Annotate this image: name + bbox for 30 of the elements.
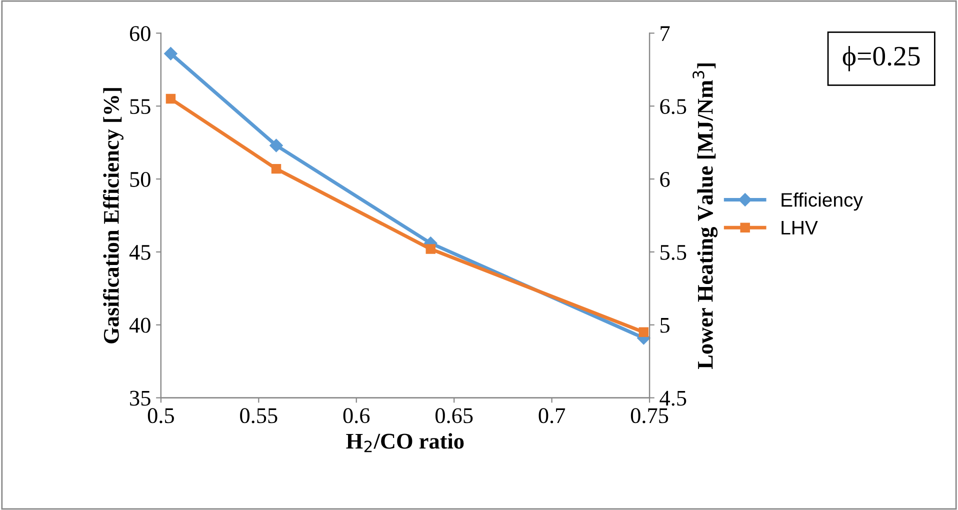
point (164, 46, 178, 60)
y-tick-label: 50 (130, 172, 150, 187)
x-tick-label: 0.6 (343, 408, 370, 424)
x-tick-label: 0.65 (435, 408, 473, 424)
y2-tick-label: 4.5 (660, 390, 686, 406)
x-tick-label: 0.55 (240, 408, 278, 424)
y-axis-title: Gasification Efficiency [%] (103, 88, 124, 344)
point (166, 94, 176, 104)
point (271, 164, 282, 174)
y2-tick-label: 6.5 (660, 99, 686, 114)
y-tick-label: 35 (130, 390, 150, 406)
y2-axis-title: Lower Heating Value [MJ/Nm$^{3}$] (692, 63, 718, 369)
text: ϕ=0.25 (842, 46, 920, 72)
legend-label: Efficiency (782, 192, 863, 211)
y-tick-label: 45 (129, 245, 150, 260)
x-tick-label: 0.5 (148, 408, 174, 424)
legend-label: LHV (782, 221, 818, 234)
y-tick-label: 60 (130, 26, 150, 42)
x-tick-label: 0.7 (538, 408, 566, 424)
point (270, 138, 283, 152)
y-tick-label: 40 (129, 318, 150, 333)
y2-tick-label: 6 (660, 172, 670, 187)
point (638, 327, 649, 338)
point (426, 244, 436, 254)
y-tick-label: 55 (130, 99, 150, 114)
y2-tick-label: 7 (660, 26, 670, 41)
y2-tick-label: 5.5 (660, 245, 686, 260)
y2-tick-label: 5 (660, 318, 670, 333)
x-tick-label: 0.75 (630, 408, 668, 424)
x-axis-title: H$_{2}$/CO ratio (346, 433, 464, 452)
